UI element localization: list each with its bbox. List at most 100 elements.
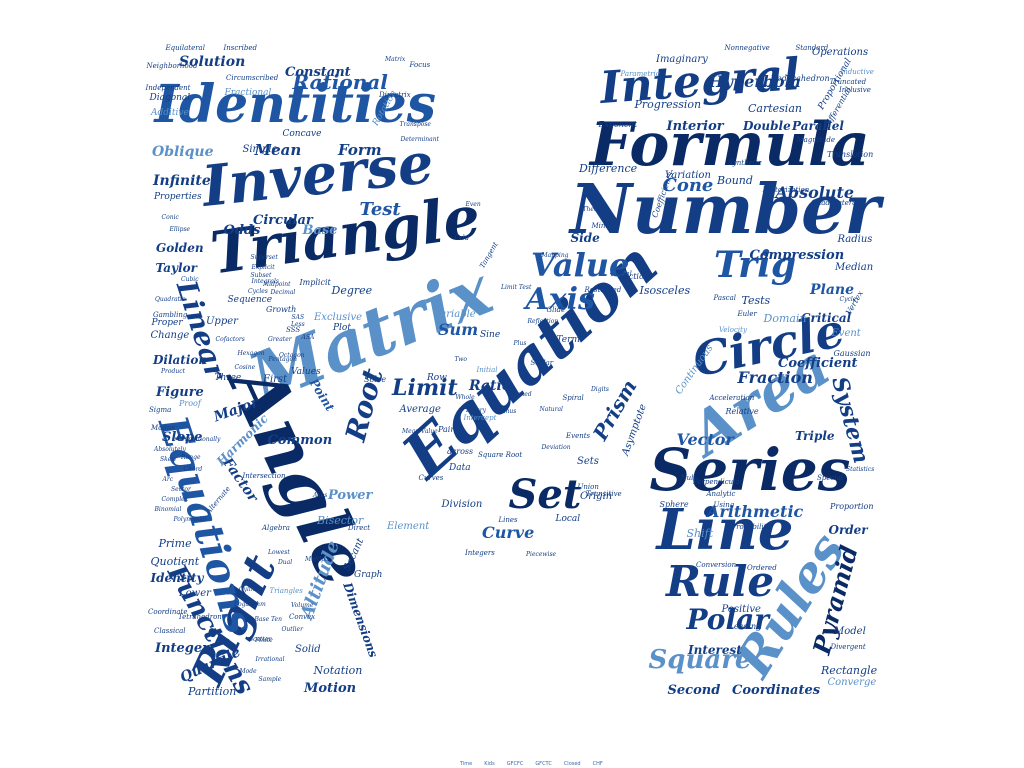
cloud-word: Sequence [227, 294, 273, 305]
cloud-word: Event [831, 328, 861, 339]
cloud-word: Rational [292, 70, 388, 94]
cloud-word: Logarithm [234, 601, 266, 608]
cloud-word: Prime [158, 536, 192, 550]
cloud-word: Binary [466, 407, 487, 414]
cloud-word: Perpendicular [693, 477, 743, 486]
cloud-word: Base [302, 222, 338, 238]
cloud-word: Plot [333, 322, 351, 333]
cloud-word: Series [649, 436, 851, 504]
cloud-word: Implicit [299, 278, 331, 287]
cloud-word: Conversion [696, 560, 737, 569]
cloud-word: Leading [728, 622, 762, 631]
cloud-word: Exclusive [314, 312, 363, 323]
cloud-word: Common [267, 432, 333, 448]
cloud-word: Simple [242, 144, 278, 155]
cloud-word: Dual [278, 559, 293, 566]
cloud-word: Sector [171, 486, 191, 493]
cloud-word: Glide [546, 305, 566, 314]
cloud-word: Plane [810, 282, 855, 298]
cloud-word: Greater [268, 336, 292, 343]
cloud-word: Nonnegative [724, 43, 770, 52]
cloud-word: Average [399, 404, 441, 415]
cloud-word: Null [680, 473, 696, 482]
cloud-word: Even [465, 201, 481, 208]
cloud-word: Bisector [317, 513, 364, 527]
cloud-word: Product [161, 368, 185, 375]
cloud-word: Sections [618, 272, 654, 281]
cloud-word: Cubic [181, 276, 199, 283]
cloud-word: Proportion [830, 502, 874, 511]
cloud-word: Scatter [249, 636, 272, 643]
cloud-word: Rectangle [821, 663, 878, 677]
cloud-word: Magnitude [796, 135, 836, 144]
cloud-word: Plus [513, 340, 527, 347]
cloud-word: Cycle [839, 296, 857, 303]
cloud-word: Matrix [385, 56, 406, 63]
cloud-word: Coordinates [732, 682, 821, 698]
cloud-word: Using [713, 500, 735, 509]
cloud-word: SSS [286, 325, 301, 334]
cloud-word: Base Ten [254, 616, 282, 623]
cloud-word: Isosceles [639, 283, 691, 297]
cloud-word: Two [454, 356, 468, 363]
cloud-word: Integer [155, 640, 210, 656]
cloud-word: Exponent [598, 120, 638, 129]
cloud-word: Variation [665, 170, 711, 181]
cloud-word: Convex [289, 612, 316, 621]
cloud-word: Translation [827, 150, 874, 159]
cloud-word: Integers [465, 548, 495, 557]
cloud-word: Intercept [463, 413, 497, 422]
cloud-word: Identity [150, 571, 204, 585]
cloud-word: Sphere [659, 500, 689, 509]
cloud-word: Interior [666, 118, 724, 134]
cloud-word: Mean Value [402, 428, 438, 435]
cloud-word: First [263, 374, 288, 385]
cloud-word: Square [648, 645, 752, 675]
cloud-word: Notation [313, 663, 363, 677]
cloud-word: Divergent [830, 642, 866, 651]
cloud-word: Parallel [792, 119, 844, 133]
cloud-word: Radius [837, 234, 873, 245]
cloud-word: Sigma [149, 405, 172, 414]
cloud-word: Multiple [305, 556, 331, 563]
cloud-word: Infinite [153, 173, 211, 189]
cloud-word: Statistics [846, 466, 875, 473]
cloud-word: Less [291, 321, 305, 328]
cloud-word: Row [427, 372, 447, 383]
cloud-word: Ratio [469, 378, 512, 394]
cloud-word: Lowest [268, 549, 290, 556]
cloud-word: Value [531, 246, 630, 284]
cloud-word: Whole [455, 394, 475, 401]
cloud-word: Odd [454, 233, 470, 242]
cloud-word: Minus [497, 408, 517, 415]
cloud-word: Ellipse [169, 226, 191, 233]
cloud-word: Standard [795, 43, 829, 52]
cloud-word: Compression [749, 247, 845, 263]
cloud-word: Cone [662, 175, 714, 196]
cloud-word: Skew [160, 456, 177, 463]
cloud-word: Relative [725, 407, 759, 416]
cloud-word: Variable [434, 309, 476, 320]
cloud-word: Cofactors [215, 336, 245, 343]
cloud-word: Second [667, 682, 721, 698]
cloud-word: Classical [154, 626, 186, 635]
cloud-word: Explicit [251, 264, 275, 271]
cloud-word: Arithmetic [707, 502, 804, 521]
cloud-word: Range [181, 454, 201, 461]
cloud-word: Progression [634, 97, 702, 111]
cloud-word: Shift [686, 526, 714, 540]
cloud-word: Midpoint [263, 281, 291, 288]
cloud-word: Sine [480, 329, 501, 340]
cloud-word: Bound [717, 173, 753, 187]
cloud-word: Mapping [541, 252, 569, 259]
cloud-word: Limit [392, 375, 458, 401]
cloud-word: Equilateral [165, 43, 205, 52]
cloud-word: Complex [161, 496, 189, 503]
cloud-word: Critical [801, 311, 852, 325]
cloud-word: Operations [812, 47, 869, 58]
cloud-word: Minor [591, 221, 613, 230]
cloud-word: Polynomial [173, 516, 207, 523]
cloud-word: Signed [510, 391, 532, 398]
cloud-word: Form [338, 140, 382, 159]
